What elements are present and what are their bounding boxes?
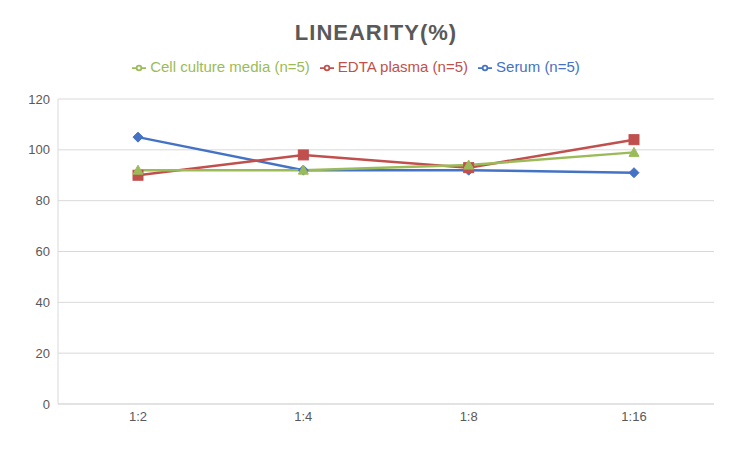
svg-text:100: 100 [28, 142, 50, 157]
html-text:Cell culture media (n=5): Cell culture media (n=5) [150, 58, 310, 75]
svg-text:0: 0 [43, 397, 50, 412]
svg-text:60: 60 [36, 244, 50, 259]
svg-text:1:8: 1:8 [460, 409, 478, 424]
svg-text:120: 120 [28, 92, 50, 107]
html-text:LINEARITY(%): LINEARITY(%) [294, 20, 458, 45]
svg-text:20: 20 [36, 346, 50, 361]
svg-text:40: 40 [36, 295, 50, 310]
svg-text:1:4: 1:4 [294, 409, 312, 424]
svg-text:80: 80 [36, 193, 50, 208]
svg-text:1:16: 1:16 [621, 409, 646, 424]
html-text:Serum (n=5): Serum (n=5) [496, 58, 580, 75]
html-text:EDTA plasma (n=5): EDTA plasma (n=5) [337, 58, 468, 75]
svg-text:1:2: 1:2 [129, 409, 147, 424]
